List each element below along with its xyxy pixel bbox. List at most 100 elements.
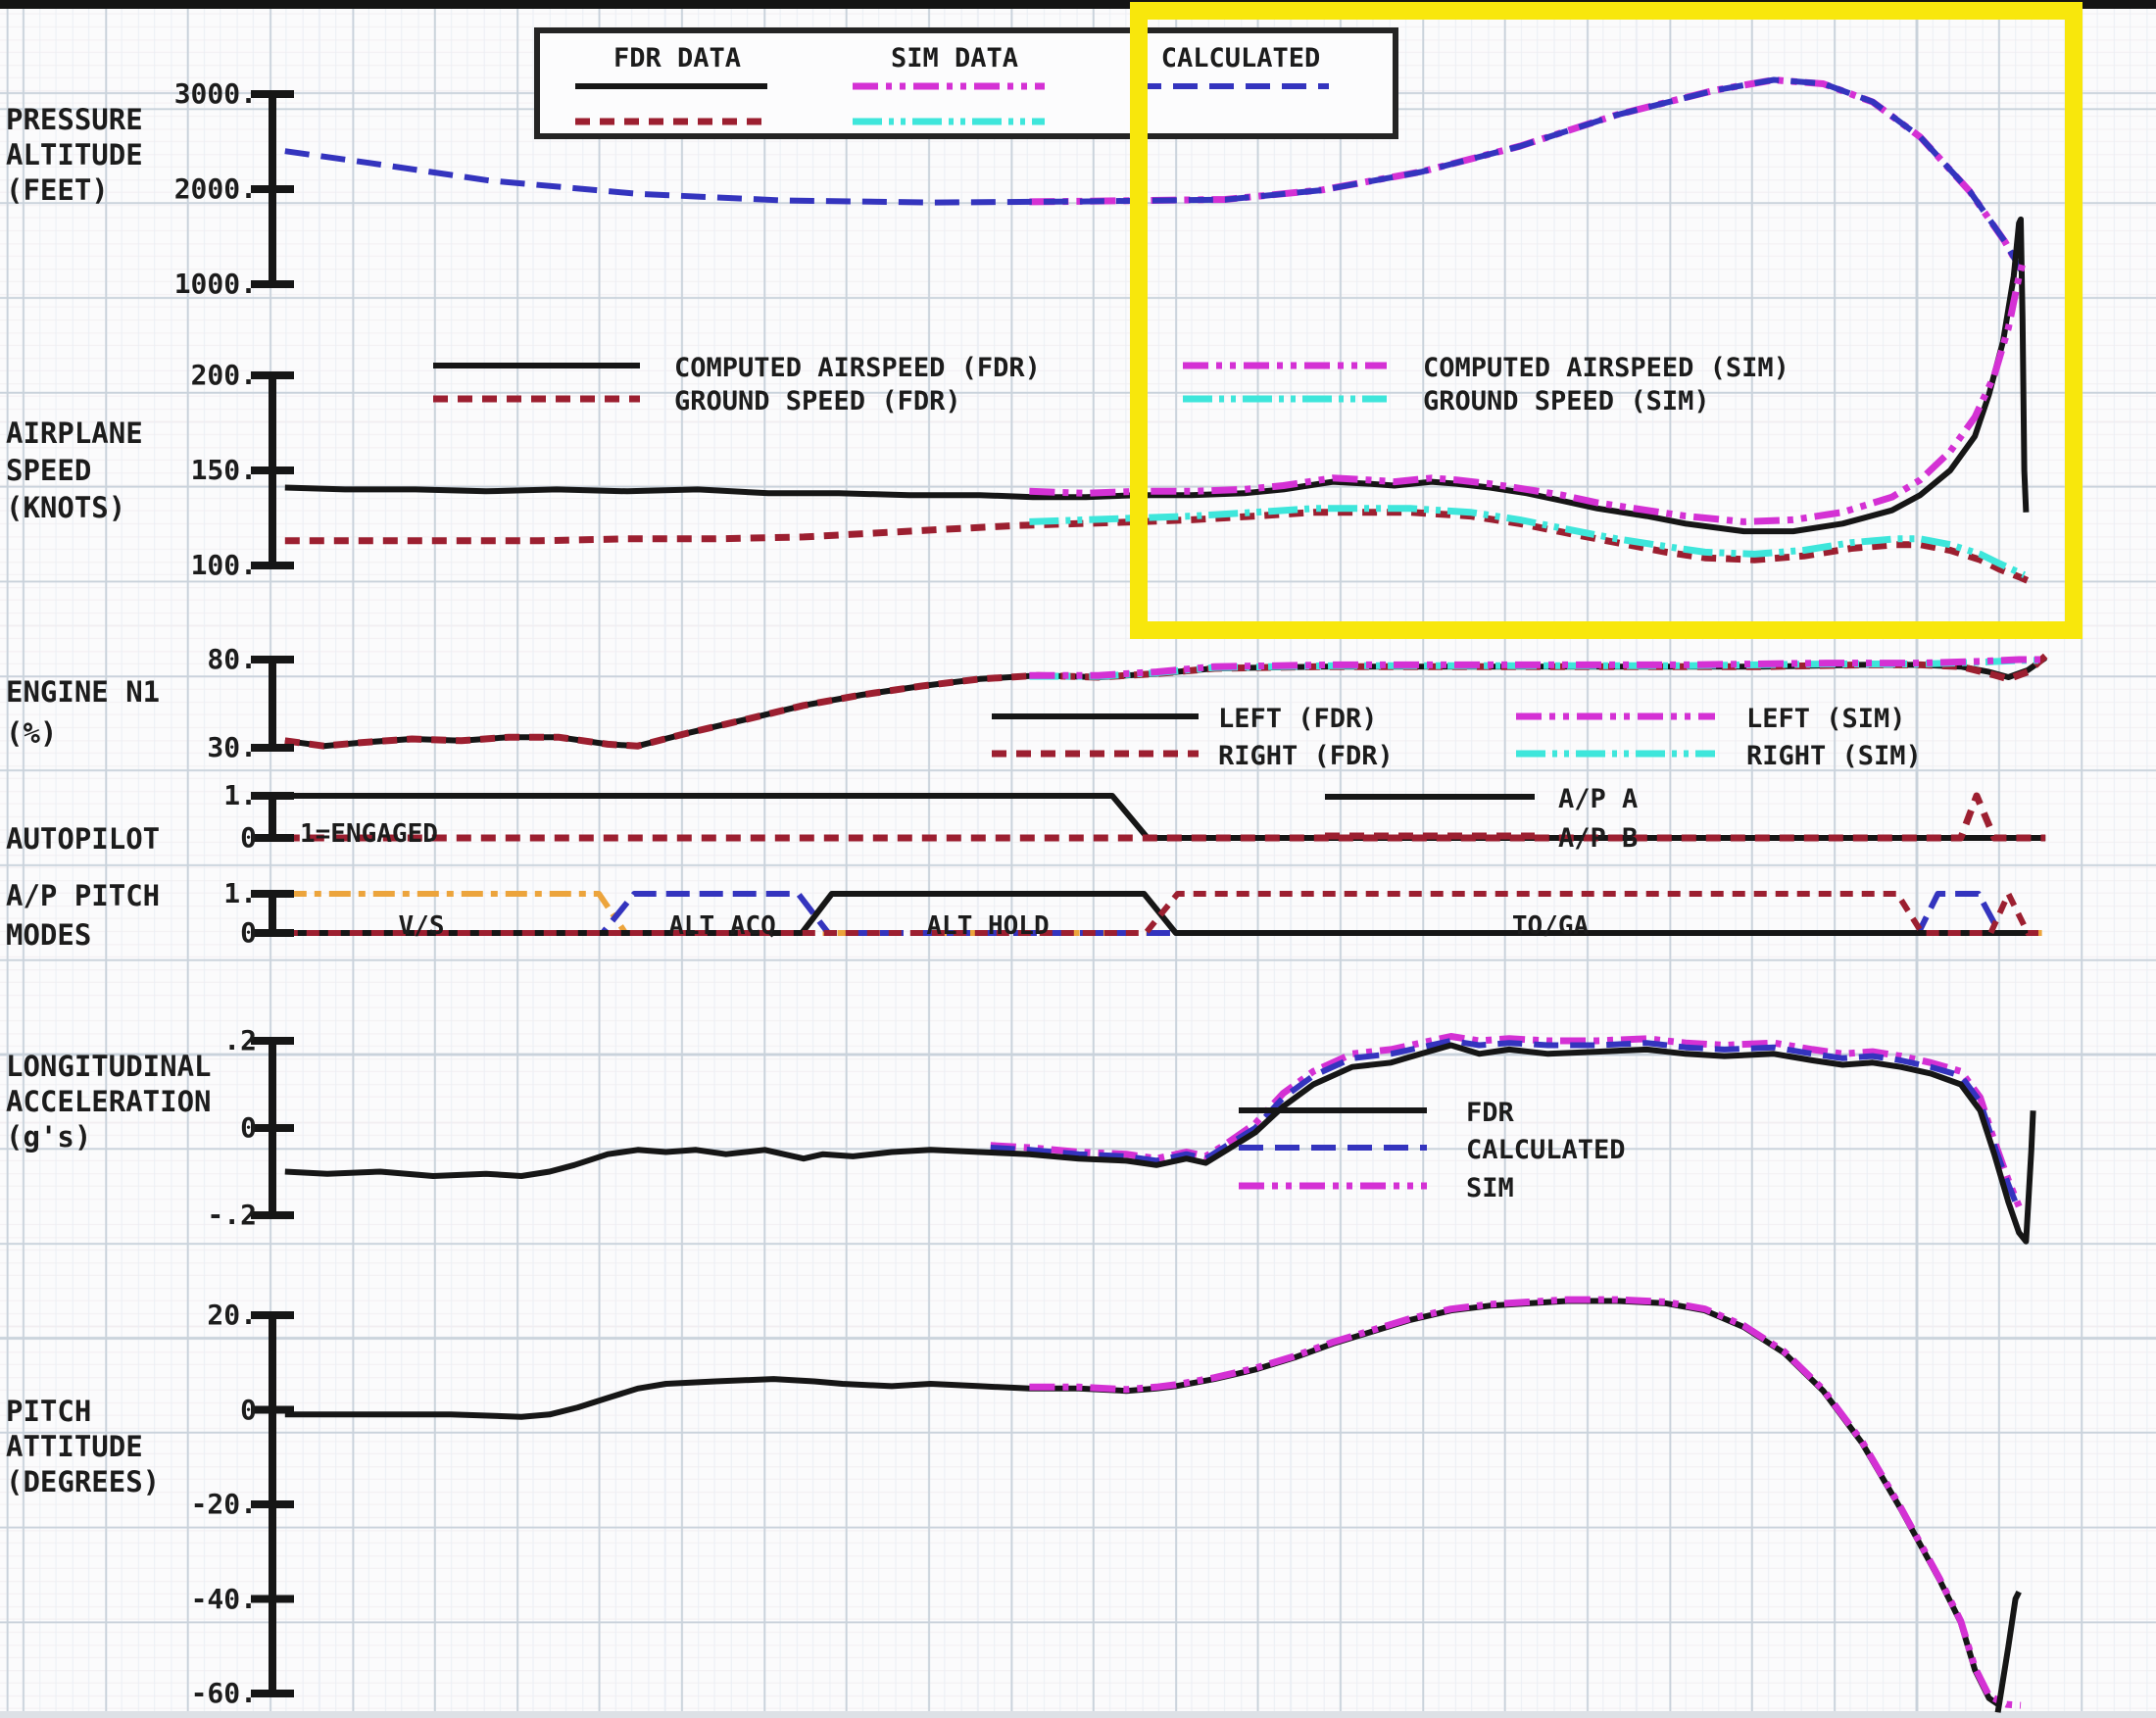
series-pitch-sim	[1029, 1296, 2022, 1709]
legend-sample-fdr	[1239, 1107, 1427, 1113]
altitude-tick-3000.: 3000.	[173, 77, 257, 110]
top-legend-sample-cyan_dashdot	[853, 118, 1045, 125]
top-black-strip	[0, 0, 2156, 9]
pitch-tick--20.: -20.	[190, 1488, 257, 1520]
altitude-label-line: ALTITUDE	[6, 138, 143, 172]
pitch-axis	[251, 1311, 294, 1697]
autopilot-engaged-note: 1=ENGAGED	[300, 819, 438, 849]
legend-sample-right-sim-	[1516, 750, 1715, 758]
engine-tick-30.: 30.	[207, 731, 257, 763]
altitude-label-line: (FEET)	[6, 173, 109, 207]
legend-label-calculated: CALCULATED	[1466, 1135, 1626, 1165]
pitchmodes-tick-1.: 1.	[223, 877, 257, 909]
legend-label-computed-airspeed-sim-: COMPUTED AIRSPEED (SIM)	[1423, 353, 1789, 383]
legend-label-a-p-b: A/P B	[1558, 823, 1639, 854]
pitch-tick--40.: -40.	[190, 1582, 257, 1615]
pitch-tick-0: 0	[240, 1393, 257, 1426]
mode-label-toga: TO/GA	[1511, 911, 1590, 941]
pitch-label-line: ATTITUDE	[6, 1430, 143, 1463]
legend-sample-calculated	[1239, 1145, 1427, 1151]
top-legend-sample-black_solid	[575, 83, 767, 89]
series-n1-right-sim-	[1029, 657, 2042, 680]
engine-axis	[251, 656, 294, 752]
engine-label-line: (%)	[6, 716, 58, 750]
mode-label-alt-hold: ALT HOLD	[926, 911, 1050, 941]
accel-axis	[251, 1037, 294, 1219]
engine-label-line: ENGINE N1	[6, 675, 161, 709]
top-legend-sample-red_dash	[575, 118, 767, 125]
legend-label-ground-speed-sim-: GROUND SPEED (SIM)	[1423, 386, 1710, 417]
accel-tick-.2: .2	[223, 1024, 257, 1056]
legend-sample-ground-speed-sim-	[1183, 395, 1387, 403]
autopilot-tick-0: 0	[240, 821, 257, 854]
pitchmodes-label-line: A/P PITCH	[6, 879, 161, 912]
speed-tick-150.: 150.	[190, 454, 257, 486]
speed-tick-200.: 200.	[190, 359, 257, 391]
top-legend-box: FDR DATA SIM DATA CALCULATED	[534, 27, 1398, 139]
series-pressure-altitude-calculated	[284, 76, 2024, 271]
legend-label-sim: SIM	[1466, 1173, 1514, 1203]
top-legend-title-fdr: FDR DATA	[612, 43, 742, 74]
speed-label-line: (KNOTS)	[6, 491, 126, 524]
top-legend-title-sim: SIM DATA	[890, 43, 1019, 74]
speed-label-line: AIRPLANE	[6, 417, 143, 450]
series-alt-hold-mode	[284, 891, 2038, 936]
series-a-p-b	[284, 792, 2046, 842]
series-a-p-a	[284, 793, 2046, 841]
series-alt-acq-mode	[284, 891, 2038, 936]
mode-label-alt-acq: ALT ACQ	[668, 911, 776, 941]
pitch-tick-20.: 20.	[207, 1299, 257, 1331]
altitude-tick-2000.: 2000.	[173, 172, 257, 205]
pitch-tick--60.: -60.	[190, 1677, 257, 1709]
top-legend-sample-blue_dash	[1137, 83, 1329, 89]
accel-label-line: ACCELERATION	[6, 1085, 212, 1118]
series-computed-airspeed-sim-	[1029, 256, 2028, 525]
series-n1-left-sim-	[1029, 656, 2042, 679]
pitch-label-line: (DEGREES)	[6, 1465, 161, 1498]
accel-tick-0: 0	[240, 1111, 257, 1144]
legend-label-left-fdr-: LEFT (FDR)	[1218, 704, 1378, 734]
series-pitch-fdr	[284, 1298, 2002, 1708]
legend-sample-a-p-b	[1325, 832, 1535, 840]
legend-sample-computed-airspeed-fdr-	[433, 363, 640, 368]
legend-label-ground-speed-fdr-: GROUND SPEED (FDR)	[674, 386, 961, 417]
pitchmodes-tick-0: 0	[240, 916, 257, 949]
legend-label-computed-airspeed-fdr-: COMPUTED AIRSPEED (FDR)	[674, 353, 1041, 383]
series-pitch-fdr-end-spike	[1994, 1590, 2022, 1713]
mode-label-vs: V/S	[398, 911, 445, 941]
legend-sample-right-fdr-	[992, 750, 1199, 758]
altitude-tick-1000.: 1000.	[173, 268, 257, 300]
engine-tick-80.: 80.	[207, 643, 257, 675]
pitch-label-line: PITCH	[6, 1395, 92, 1428]
series-computed-airspeed-fdr-	[284, 216, 2030, 535]
autopilot-tick-1.: 1.	[223, 779, 257, 811]
legend-label-right-sim-: RIGHT (SIM)	[1746, 741, 1922, 771]
speed-label-line: SPEED	[6, 454, 92, 487]
legend-sample-sim	[1239, 1182, 1427, 1190]
speed-tick-100.: 100.	[190, 549, 257, 581]
altitude-axis	[251, 90, 294, 288]
legend-label-fdr: FDR	[1466, 1098, 1514, 1128]
pitchmodes-axis	[251, 890, 294, 937]
legend-label-left-sim-: LEFT (SIM)	[1746, 704, 1906, 734]
autopilot-axis	[251, 792, 294, 842]
legend-sample-ground-speed-fdr-	[433, 395, 640, 403]
series-long-accel-calculated	[990, 1038, 2022, 1212]
autopilot-label-line: AUTOPILOT	[6, 822, 161, 856]
legend-label-a-p-a: A/P A	[1558, 784, 1639, 814]
legend-sample-left-fdr-	[992, 713, 1199, 719]
accel-label-line: (g's)	[6, 1120, 92, 1154]
series-ground-speed-sim-	[1029, 505, 2027, 578]
accel-label-line: LONGITUDINAL	[6, 1050, 212, 1083]
altitude-label-line: PRESSURE	[6, 103, 143, 136]
top-legend-sample-magenta_dashdot	[853, 82, 1045, 90]
legend-sample-computed-airspeed-sim-	[1183, 362, 1387, 369]
accel-tick--.2: -.2	[207, 1199, 257, 1231]
pitchmodes-label-line: MODES	[6, 918, 92, 952]
legend-sample-a-p-a	[1325, 794, 1535, 800]
series-to-ga-mode	[284, 891, 2038, 936]
series-long-accel-fdr	[284, 1042, 2036, 1245]
bottom-strip	[0, 1711, 2156, 1718]
